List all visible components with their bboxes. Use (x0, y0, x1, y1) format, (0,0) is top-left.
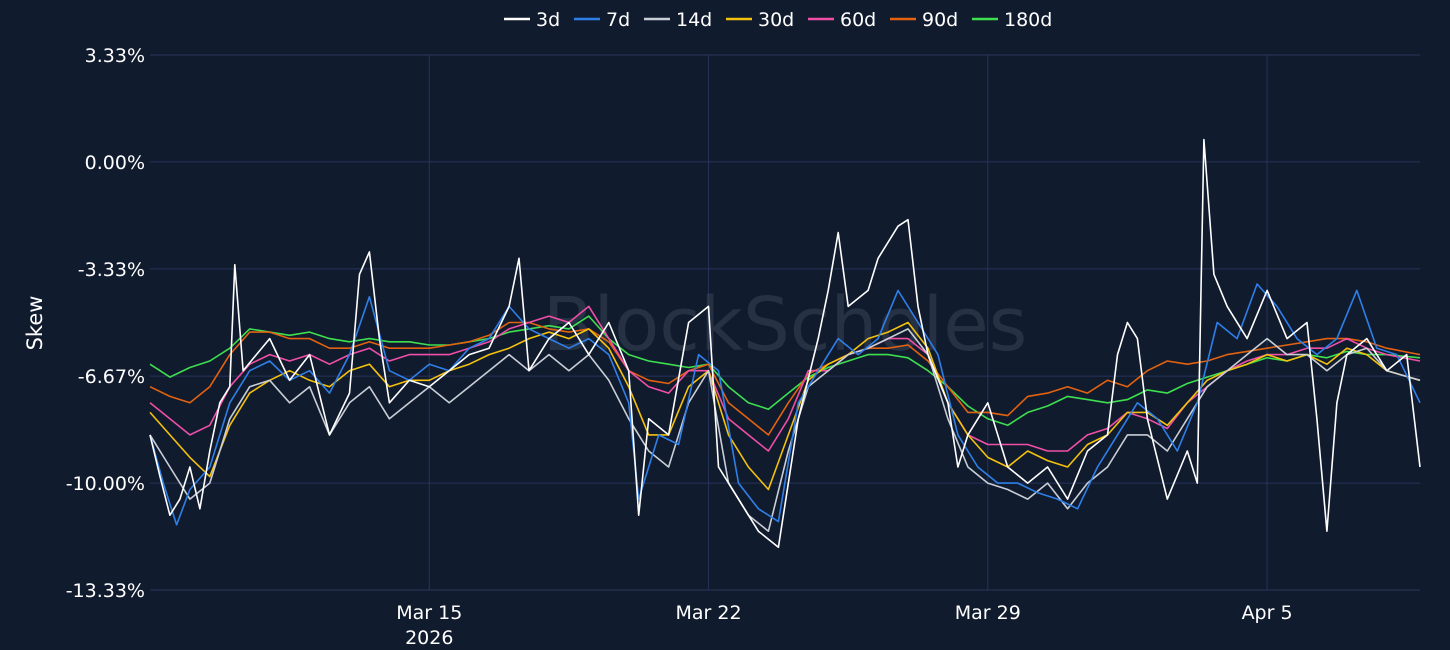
legend-item-180d[interactable]: 180d (972, 9, 1052, 31)
y-tick-label: -13.33% (66, 580, 145, 602)
legend-item-90d[interactable]: 90d (890, 9, 958, 31)
legend-label: 180d (1004, 9, 1052, 31)
series-lines (149, 138, 1421, 549)
series-line-7d (149, 283, 1421, 526)
series-line-60d (149, 305, 1421, 452)
x-tick-label: Mar 15 (396, 602, 462, 624)
legend-label: 3d (536, 9, 560, 31)
x-tick-label: Mar 29 (955, 602, 1021, 624)
x-axis-ticks: Mar 15 2026 Mar 22 Mar 29 Apr 5 (396, 602, 1292, 649)
x-tick-label: Mar 22 (675, 602, 741, 624)
series-line-30d (149, 321, 1421, 491)
legend-label: 7d (606, 9, 630, 31)
y-tick-label: 0.00% (85, 152, 145, 174)
series-line-90d (149, 321, 1421, 436)
legend[interactable]: 3d 7d 14d 30d 60d 90d 180d (504, 9, 1052, 31)
legend-label: 90d (922, 9, 958, 31)
x-tick-label: Apr 5 (1242, 602, 1293, 624)
y-axis-ticks: 3.33% 0.00% -3.33% -6.67% -10.00% -13.33% (66, 45, 145, 602)
series-line-3d (149, 138, 1421, 549)
legend-item-30d[interactable]: 30d (726, 9, 794, 31)
legend-item-7d[interactable]: 7d (574, 9, 630, 31)
legend-label: 60d (840, 9, 876, 31)
legend-item-60d[interactable]: 60d (808, 9, 876, 31)
legend-label: 30d (758, 9, 794, 31)
watermark: BlockScholes (543, 282, 1028, 368)
series-line-180d (149, 315, 1421, 427)
legend-item-3d[interactable]: 3d (504, 9, 560, 31)
y-tick-label: 3.33% (85, 45, 145, 67)
y-tick-label: -3.33% (78, 259, 145, 281)
legend-item-14d[interactable]: 14d (644, 9, 712, 31)
y-tick-label: -6.67% (78, 366, 145, 388)
x-tick-year-label: 2026 (405, 627, 453, 649)
y-tick-label: -10.00% (66, 473, 145, 495)
y-axis-title: Skew (23, 296, 47, 351)
legend-label: 14d (676, 9, 712, 31)
